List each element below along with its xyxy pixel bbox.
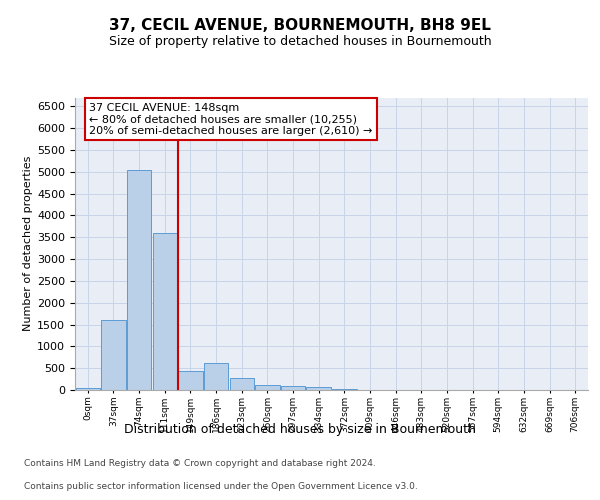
Bar bbox=[178, 371, 203, 390]
Text: Contains HM Land Registry data © Crown copyright and database right 2024.: Contains HM Land Registry data © Crown c… bbox=[24, 458, 376, 468]
Bar bbox=[101, 320, 125, 390]
Text: Contains public sector information licensed under the Open Government Licence v3: Contains public sector information licen… bbox=[24, 482, 418, 491]
Text: 37, CECIL AVENUE, BOURNEMOUTH, BH8 9EL: 37, CECIL AVENUE, BOURNEMOUTH, BH8 9EL bbox=[109, 18, 491, 32]
Y-axis label: Number of detached properties: Number of detached properties bbox=[23, 156, 33, 332]
Bar bbox=[152, 233, 177, 390]
Bar bbox=[332, 388, 356, 390]
Bar bbox=[204, 363, 228, 390]
Text: 37 CECIL AVENUE: 148sqm
← 80% of detached houses are smaller (10,255)
20% of sem: 37 CECIL AVENUE: 148sqm ← 80% of detache… bbox=[89, 102, 373, 136]
Text: Distribution of detached houses by size in Bournemouth: Distribution of detached houses by size … bbox=[124, 422, 476, 436]
Bar bbox=[76, 388, 100, 390]
Bar bbox=[307, 387, 331, 390]
Text: Size of property relative to detached houses in Bournemouth: Size of property relative to detached ho… bbox=[109, 35, 491, 48]
Bar bbox=[230, 378, 254, 390]
Bar bbox=[281, 386, 305, 390]
Bar bbox=[255, 385, 280, 390]
Bar bbox=[127, 170, 151, 390]
